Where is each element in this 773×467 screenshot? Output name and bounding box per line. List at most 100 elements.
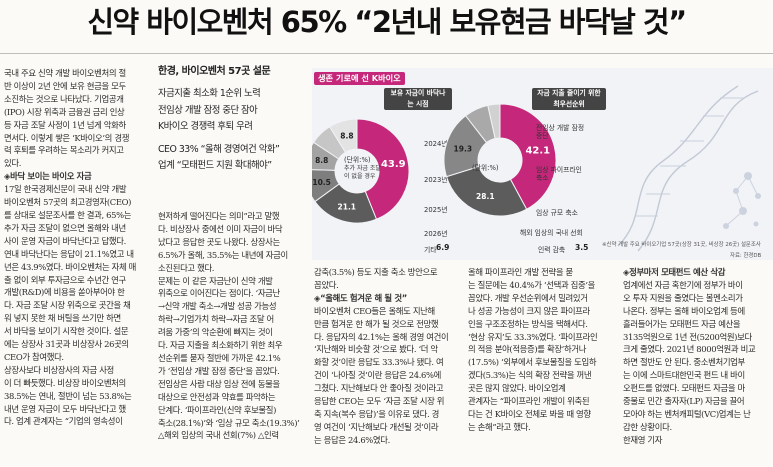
article-line: →신약 개발 축소→개발 성공 가능성 (158, 301, 277, 312)
article-line: 이 더 빠듯했다. 비상장 바이오벤처의 (4, 377, 126, 388)
article-line: 하면 절반도 안 된다. 중소벤처기업부 (623, 357, 745, 368)
depletion-slice (356, 118, 410, 220)
subheading-line-5: 업계 “모태펀드 지원 확대해야” (158, 160, 272, 171)
article-line: 다는 건 K바이오 전체로 봐을 때 영향 (468, 408, 591, 419)
article-line: 를 상대로 설문조사를 한 결과, 65%는 (4, 209, 132, 220)
article-line: 모아야 하는 벤처캐피털(VC)업계는 난 (623, 408, 751, 419)
article-line: 내년 운영 자금이 모두 바닥난다고 했 (4, 403, 126, 414)
article-line: 6.5%가 올해, 35.5%는 내년에 자금이 (158, 249, 288, 260)
article-line: 관계자는 “파이프라인 개발이 위축된 (468, 396, 590, 407)
article-line: 다. 자금 지출을 최소화하기 위한 최우 (158, 340, 283, 351)
depletion-value-label: 10.5 (312, 178, 331, 187)
article-line: 다. 업계 관계자는 “기업의 영속성이 (4, 416, 123, 427)
article-line: 중물로 민간 출자자(LP) 자금을 끌어 (623, 396, 745, 407)
article-line: 38.5%는 연내, 절반이 넘는 53.8%는 (4, 390, 132, 401)
left-item-label-4: 2026년 (424, 230, 448, 238)
article-line: 축소(28.1%)’와 ‘임상 규모 축소(19.3%)’ (158, 417, 300, 428)
article-line: 오펀드를 없앴다. 모태펀드 자금을 마 (623, 383, 745, 394)
subheading-line-3: K바이오 경쟁력 후퇴 우려 (158, 121, 253, 132)
article-line: 17일 한국경제신문이 국내 신약 개발 (4, 184, 127, 195)
article-line: 연내 바닥난다는 응답이 21.1%였고 내 (4, 248, 134, 259)
article-line: 있다. (4, 158, 22, 169)
article-line: 하락→기업가치 하락→자금 조달 어 (158, 314, 274, 325)
subheading-line-2: 전임상 개발 잠정 중단 잠아 (158, 104, 258, 116)
article-line: 에는 상장사 31곳과 비상장사 26곳의 (4, 339, 129, 350)
unit-label-right: (단위:%) (472, 164, 499, 172)
article-line: 전임상은 사람 대상 임상 전에 동물을 (158, 378, 280, 389)
left-item-label-3: 2025년 (424, 206, 448, 214)
priority-donut: 42.1 28.1 19.3 (443, 103, 557, 217)
article-line: 등 자금 조달 사정이 1년 넘게 악화하 (4, 119, 126, 130)
priority-value-label: 28.1 (476, 192, 495, 201)
article-line: 출 없이 외부 투자금으로 수년간 연구 (4, 274, 126, 285)
article-line: 위축으로 이어진다는 점이다. ‘자금난 (158, 288, 280, 299)
article-line: 꼽았다. (314, 279, 339, 290)
article-line: 인을 구조조정하는 방식을 택해서다. (468, 318, 588, 329)
left-other-label: 기타 (424, 246, 437, 254)
article-line: △해외 임상의 국내 선회(7%) △인력 (158, 430, 279, 441)
depletion-value-label: 8.8 (340, 131, 353, 140)
article-line: ‘지난해와 비슷할 것’으로 봤다. ‘더 악 (314, 344, 438, 355)
article-line: 나온다. 정부는 올해 바이오업계 등에 (623, 305, 745, 316)
article-line: 는 이에 스마트대한민국 펀드 내 바이 (623, 370, 745, 381)
article-line: 문제는 이 같은 자금난이 신약 개발 (158, 275, 273, 286)
subheading-title: 한경, 바이오벤처 57곳 설문 (158, 66, 271, 77)
section-subhead: ◈“올해도 험겨운 해 될 것” (314, 292, 407, 303)
right-item-label-2: 임상 파이프라인 축소 (536, 166, 582, 182)
article-line: 감한 상황이다. (623, 421, 672, 432)
article-line: 났다고 응답한 곳도 나왔다. 상장사는 (158, 236, 280, 247)
article-line: 워 넣지 못한 채 버틸을 쓰기만 하면 (4, 313, 121, 324)
subheading-box: 한경, 바이오벤처 57곳 설문 자금지출 최소화 1순위 노력 전임상 개발 … (158, 64, 306, 175)
article-line: 소진된다고 했다. (158, 262, 215, 273)
article-line: 추가 자금 조달이 없으면 올해와 내년 (4, 222, 126, 233)
left-chart-tag: 보유 자금이 바닥나는 시점 (384, 88, 452, 110)
article-line: 국내 주요 신약 개발 바이오벤처의 절 (4, 68, 126, 78)
article-line: 축 지속(복수 응답)’을 이유로 댔다. 경 (314, 408, 439, 419)
article-line: ‘현상 유지’도 33.3%였다. ‘파이프라인 (468, 331, 598, 342)
depletion-slice (312, 169, 340, 203)
article-line: 곳은 많지 않았다. 바이오업계 (468, 383, 566, 394)
article-line: 겠다(5.3%)는 식의 확장 전략을 꺼낸 (468, 370, 592, 381)
subheading-line-4: CEO 33% “올해 경영여건 악화” (158, 143, 280, 155)
article-line: 화할 것’이란 응답도 33.3%나 됐다. 여 (314, 357, 444, 368)
left-item-label-2: 2023년 (424, 176, 448, 184)
article-line: 흘러들어가는 모태펀드 자금 예산을 (623, 318, 741, 329)
headline-divider (0, 53, 773, 54)
unit-note: 추가 자금 조달이 없을 경우 (344, 165, 381, 180)
article-line: 영 여건이 ‘지난해보다 개선될 것’이라 (314, 421, 439, 432)
priority-value-label: 19.3 (454, 144, 473, 153)
article-line: (17.5%) ‘외부에서 후보물질을 도입하 (468, 357, 597, 368)
article-line: 려움 가중’의 악순환에 빠지는 것이 (158, 327, 273, 338)
article-line: 년은 43.9%였다. 바이오벤처는 자체 매 (4, 261, 137, 272)
article-line: 3135억원으로 1년 전(5200억원)보다 (623, 331, 752, 342)
headline: 신약 바이오벤처 65% “2년내 보유현금 바닥날 것” (87, 5, 687, 39)
subheading-line-1: 자금지출 최소화 1순위 노력 (158, 88, 261, 99)
article-line: 단계다. ‘파이프라인(신약 후보물질) (158, 404, 277, 415)
right-item-label-5: 인력 감축 (538, 246, 566, 254)
right-item-label-4: 해외 임상의 국내 선회 (520, 229, 583, 237)
article-line: 소진하는 것으로 나타났다. 기업공개 (4, 93, 124, 104)
right-item-label-1: 전임상 개발 잠정 중단 (536, 124, 585, 140)
priority-slice (445, 165, 528, 217)
left-item-label-1: 2024년 (424, 140, 448, 148)
article-line: 건이 ‘나아질 것’이란 응답은 24.6%에 (314, 370, 441, 381)
article-line: 크게 줄였다. 2021년 8000억원과 비교 (623, 344, 756, 355)
article-line: 가 ‘전임상 개발 잠정 중단’을 꼽았다. (158, 365, 280, 376)
article-line: 상장사보다 비상장사의 자금 사정 (4, 364, 114, 375)
article-line: (IPO) 시장 위축과 금융권 금리 인상 (4, 106, 125, 117)
infographic-source: ※신약 개발 주요 바이오기업 57곳(상장 31곳, 비상장 26곳) 설문조… (602, 242, 761, 248)
infographic-title: 생존 기로에 선 K바이오 (314, 72, 405, 85)
article-line: 나 성공 가능성이 크지 않은 파이프라 (468, 305, 590, 316)
left-other-value: 6.9 (436, 243, 450, 252)
infographic: 생존 기로에 선 K바이오 43.9 21.1 10.5 8.8 8.8 보유 자금이 … (312, 68, 773, 260)
article-line: 력 후퇴를 우려하는 목소리가 커지고 (4, 145, 124, 156)
article-line: 서 바닥을 보이기 시작한 것이다. 설문 (4, 326, 129, 337)
depletion-slice (329, 118, 358, 153)
article-line: 감축(3.5%) 등도 지출 축소 방안으로 (314, 267, 438, 277)
article-line: 그쳤다. 지난해보다 안 좋아질 것이라고 (314, 383, 444, 394)
article-line: 의 적응 분야(적응증)를 확장’하거나 (468, 344, 587, 355)
article-line: 한재영 기자 (623, 434, 663, 445)
article-column-2: 현저하게 떨어진다는 의미”라고 말했 다. 비상장사 중에선 이미 자금이 바닥… (158, 210, 310, 467)
